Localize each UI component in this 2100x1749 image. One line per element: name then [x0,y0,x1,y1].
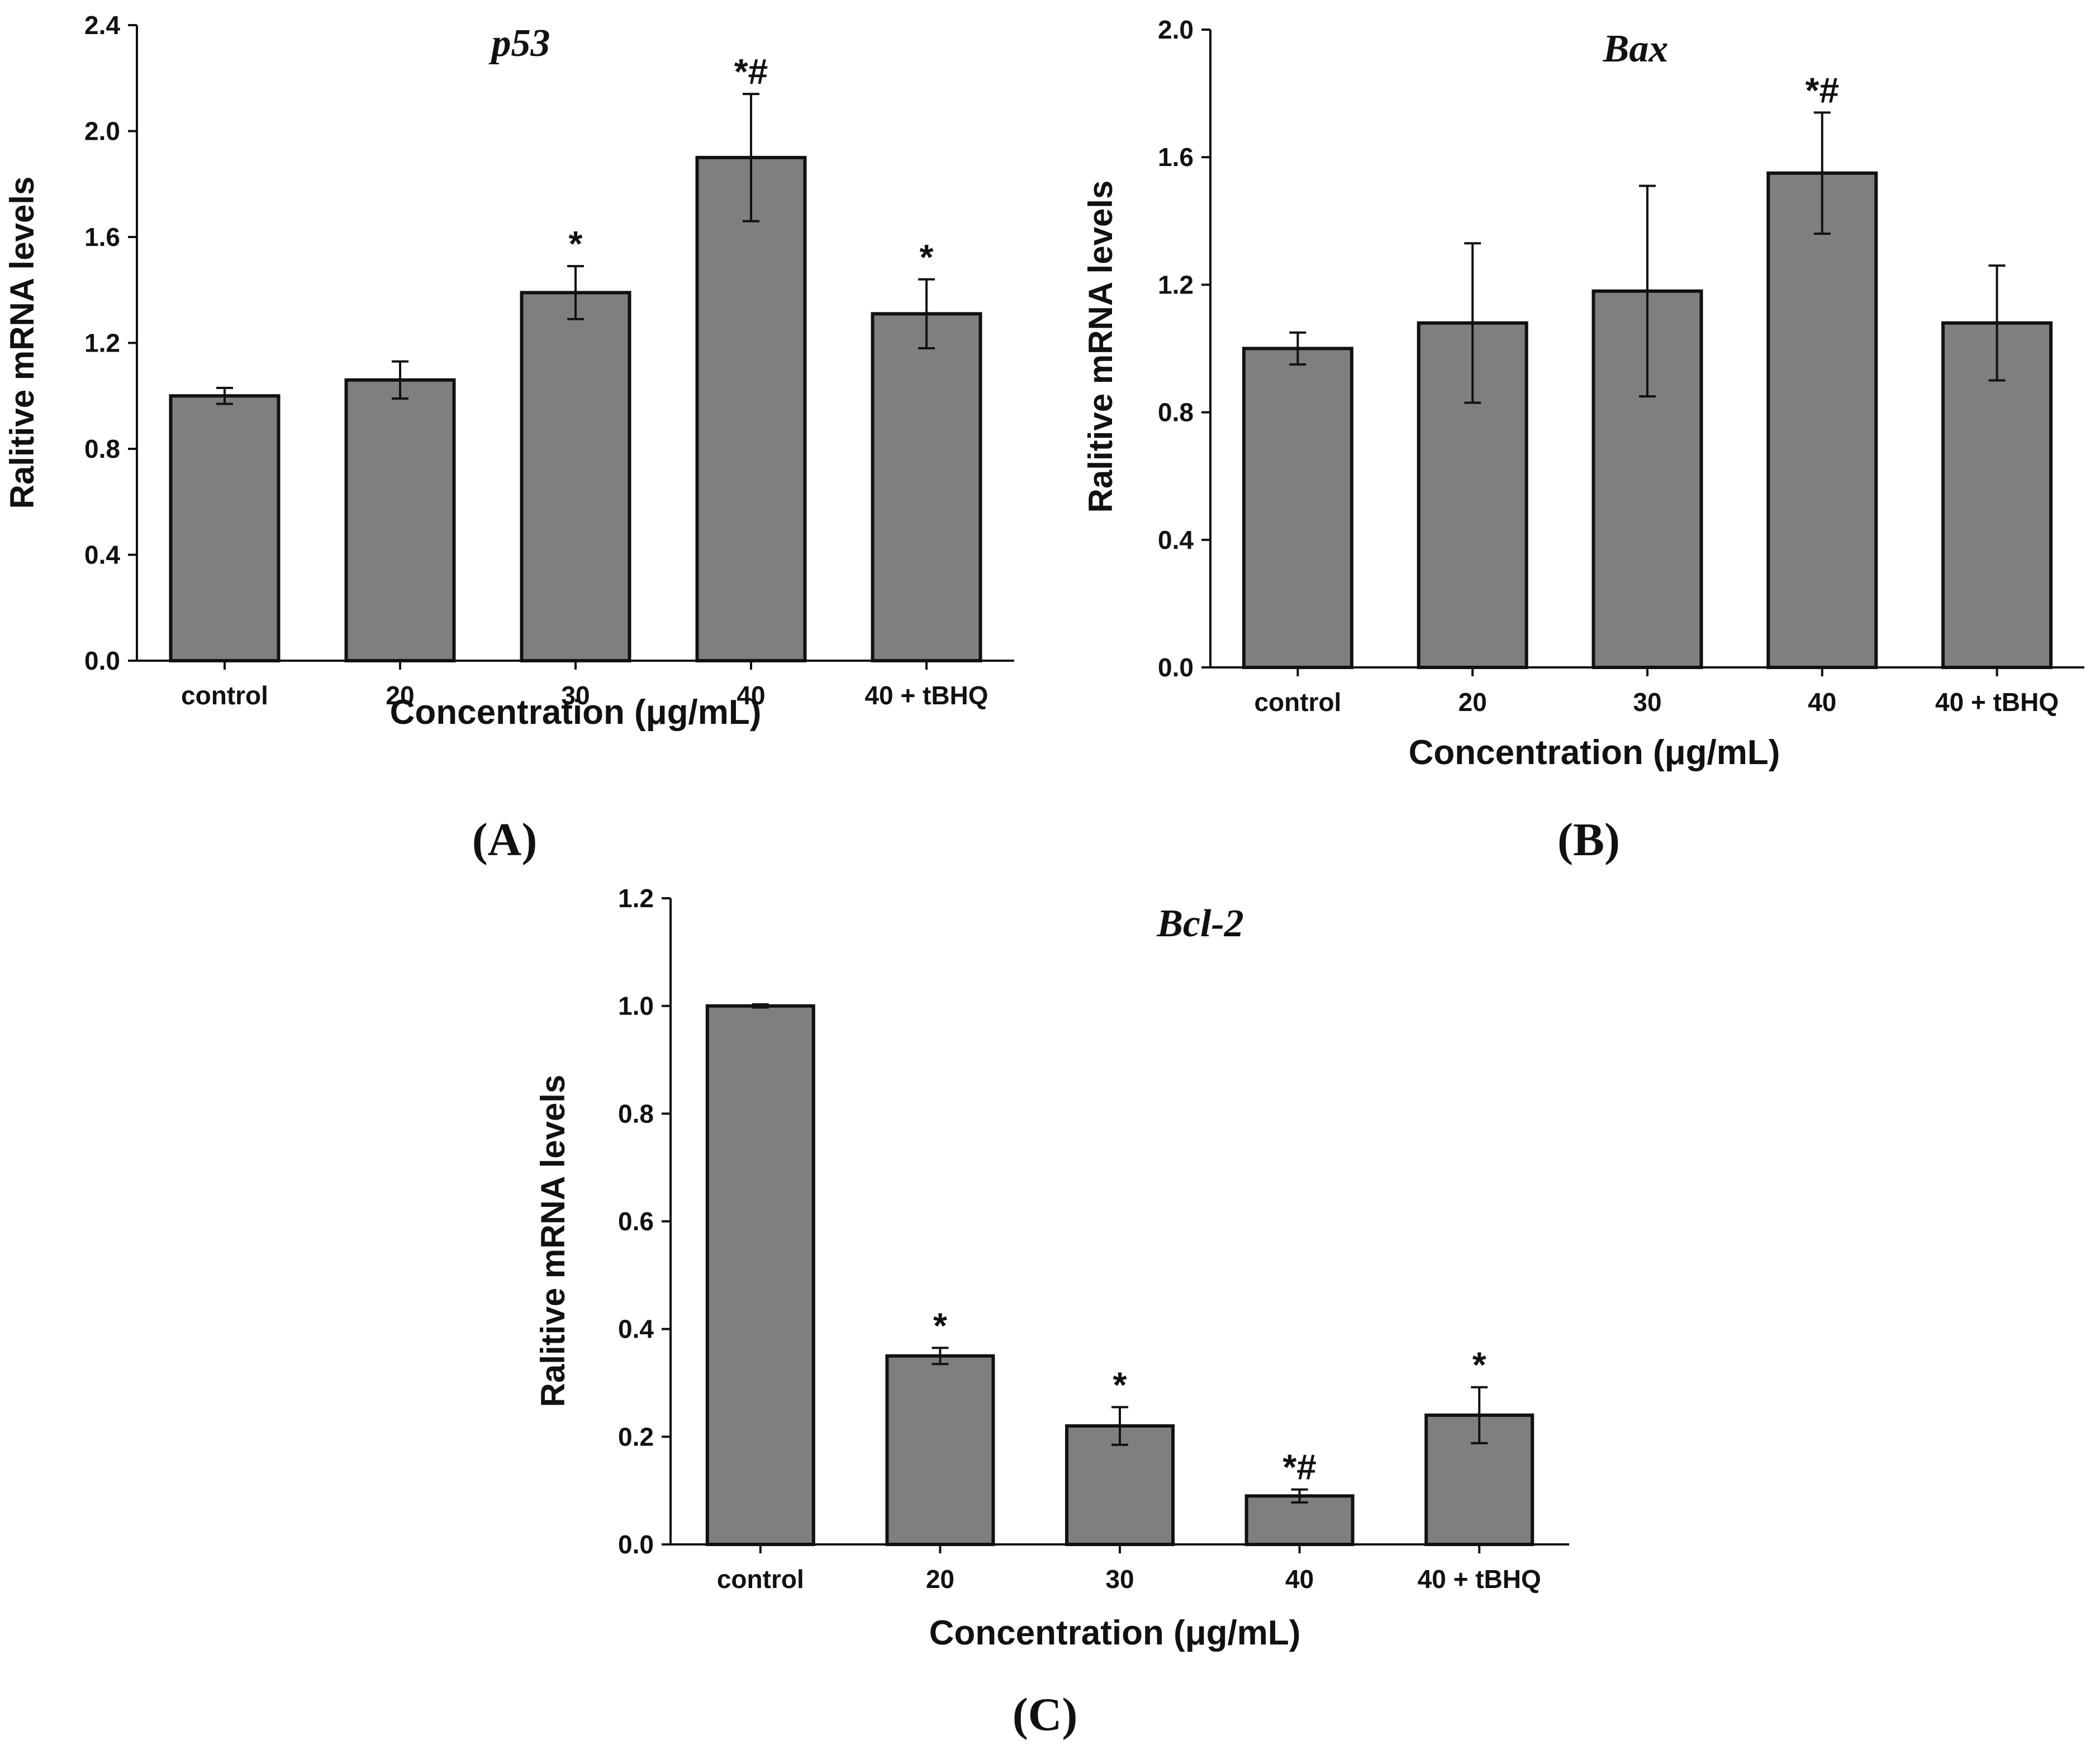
x-category-label: 40 [737,681,765,710]
y-tick-label: 0.4 [1158,525,1194,554]
y-tick-label: 0.0 [618,1530,654,1559]
bar [1242,347,1353,669]
panel-b: Bax Ralitive mRNA levels Concentration (… [1082,15,2084,866]
x-category-label: control [1254,688,1341,717]
chart-title: Bcl-2 [1156,902,1244,945]
y-axis-title: Ralitive mRNA levels [534,1075,572,1407]
x-axis-title: Concentration (μg/mL) [390,693,762,732]
x-axis-title: Concentration (μg/mL) [929,1614,1301,1652]
y-tick-label: 0.8 [618,1099,654,1128]
y-tick-label: 1.2 [1158,270,1194,299]
x-category-label: control [717,1565,804,1594]
x-axis-title: Concentration (μg/mL) [1409,733,1780,772]
chart-plot: 0.0 0.2 0.4 0.6 0.8 1.0 1.2 control 20 * 30 * 40 *# 40… [618,884,1569,1594]
y-tick-label: 2.4 [84,11,120,40]
bar [344,378,456,662]
y-tick-label: 0.4 [618,1315,654,1344]
y-tick-label: 0.8 [84,434,120,463]
x-category-label: 30 [1633,688,1661,717]
y-tick-label: 0.2 [618,1422,654,1451]
y-tick-label: 1.2 [618,884,654,913]
significance-label: * [1113,1364,1127,1405]
y-tick-label: 0.8 [1158,398,1194,427]
panel-c: Bcl-2 Ralitive mRNA levels Concentration… [534,884,1569,1741]
significance-label: *# [734,51,768,92]
y-tick-label: 1.0 [618,992,654,1021]
x-category-label: control [181,681,268,710]
y-tick-label: 1.6 [1158,143,1194,172]
y-tick-label: 0.0 [84,646,120,675]
bar [885,1354,995,1546]
significance-label: * [569,224,583,264]
panel-label: (B) [1557,814,1620,866]
x-category-label: 30 [561,681,590,710]
bar [1766,171,1878,670]
x-category-label: 40 + tBHQ [1418,1565,1541,1594]
y-tick-label: 0.6 [618,1207,654,1236]
bar [695,155,807,662]
x-category-label: 40 + tBHQ [1935,688,2059,717]
bar [520,291,631,662]
y-tick-label: 0.4 [84,541,120,570]
x-category-label: 40 [1808,688,1836,717]
significance-label: *# [1282,1447,1317,1487]
chart-plot: 0.0 0.4 0.8 1.2 1.6 2.0 control 20 30 40 *# 40 + tB… [1158,15,2084,717]
bar [169,394,281,662]
x-category-label: 20 [386,681,414,710]
y-tick-label: 0.0 [1158,653,1194,682]
y-axis-title: Ralitive mRNA levels [1082,181,1119,513]
y-tick-label: 2.0 [1158,15,1194,44]
bar [871,312,982,662]
significance-label: *# [1806,70,1840,110]
chart-plot: 0.0 0.4 0.8 1.2 1.6 2.0 2.4 control 20 30 * 40 *# 40 … [84,11,1014,710]
y-tick-label: 1.6 [84,222,120,252]
y-axis-title: Ralitive mRNA levels [3,177,41,509]
x-category-label: 40 [1285,1565,1314,1594]
chart-title: Bax [1603,27,1669,70]
x-category-label: 30 [1105,1565,1134,1594]
bar [705,1004,815,1546]
chart-title: p53 [489,22,550,65]
panel-a: p53 Ralitive mRNA levels Concentration (… [3,11,1014,866]
x-category-label: 20 [926,1565,954,1594]
significance-label: * [1472,1345,1486,1385]
significance-label: * [920,237,934,277]
significance-label: * [933,1305,947,1345]
y-tick-label: 1.2 [84,329,120,358]
x-category-label: 40 + tBHQ [864,681,988,710]
panel-label: (C) [1013,1689,1078,1741]
panel-label: (A) [472,814,538,866]
y-tick-label: 2.0 [84,117,120,146]
x-category-label: 20 [1458,688,1487,717]
